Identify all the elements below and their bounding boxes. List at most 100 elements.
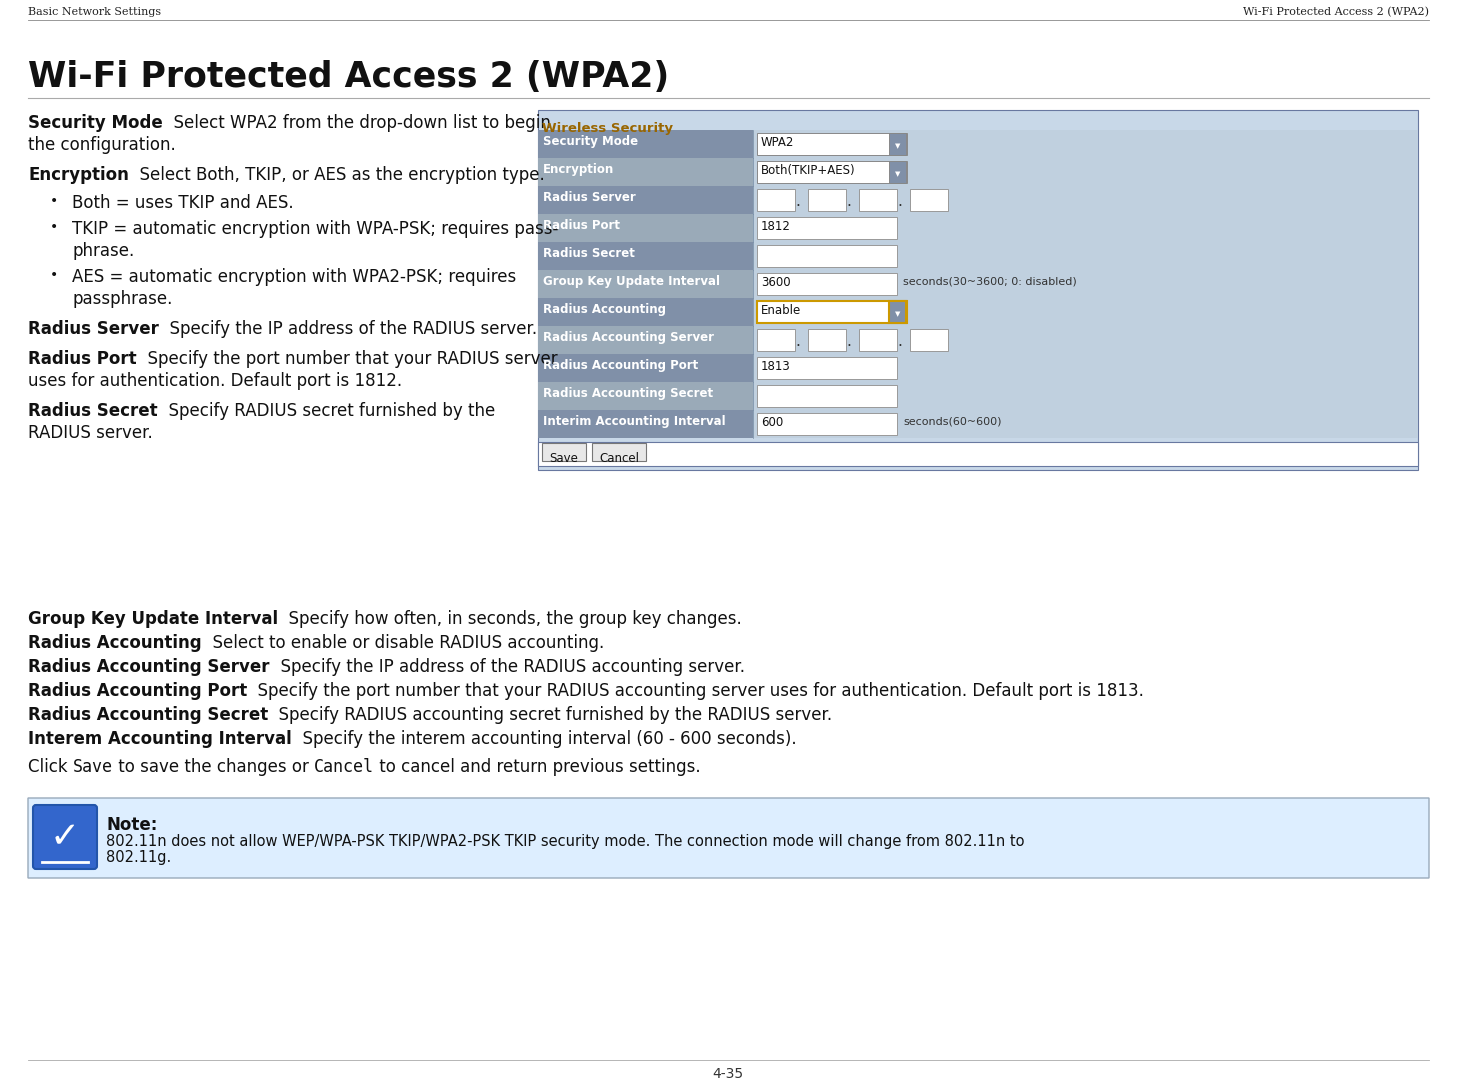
Text: Radius Accounting Port: Radius Accounting Port — [543, 359, 698, 372]
Text: ▼: ▼ — [895, 143, 900, 149]
Bar — [809, 329, 847, 351]
Bar — [758, 133, 908, 155]
Text: 4-35: 4-35 — [712, 1067, 743, 1081]
Bar — [538, 442, 1418, 466]
Bar — [753, 242, 1418, 269]
Text: Radius Server: Radius Server — [28, 320, 159, 338]
Text: Security Mode: Security Mode — [28, 113, 163, 132]
Text: Radius Port: Radius Port — [543, 219, 621, 232]
Text: Both = uses TKIP and AES.: Both = uses TKIP and AES. — [71, 194, 294, 212]
Text: ▼: ▼ — [895, 171, 900, 177]
Text: phrase.: phrase. — [71, 242, 134, 260]
Bar — [542, 443, 586, 461]
Text: Security Mode: Security Mode — [543, 135, 638, 148]
Text: Radius Accounting: Radius Accounting — [28, 634, 201, 652]
Bar — [889, 301, 906, 323]
Bar — [538, 269, 1418, 298]
Text: Basic Network Settings: Basic Network Settings — [28, 7, 162, 17]
Bar — [758, 329, 796, 351]
Text: .: . — [898, 194, 902, 209]
Bar — [911, 329, 949, 351]
Bar — [889, 133, 906, 155]
Bar — [753, 269, 1418, 298]
Bar — [592, 443, 645, 461]
Bar — [758, 161, 908, 183]
Text: Save: Save — [73, 758, 112, 776]
Bar — [538, 242, 1418, 269]
Text: passphrase.: passphrase. — [71, 290, 172, 308]
Text: Encryption: Encryption — [543, 163, 615, 176]
Text: seconds(60~600): seconds(60~600) — [903, 416, 1001, 425]
Bar — [758, 301, 908, 323]
Text: Interem Accounting Interval: Interem Accounting Interval — [28, 730, 291, 748]
Text: Radius Secret: Radius Secret — [28, 401, 157, 420]
Text: Both(TKIP+AES): Both(TKIP+AES) — [761, 164, 855, 177]
Text: Radius Accounting: Radius Accounting — [543, 303, 666, 316]
Bar — [538, 382, 1418, 410]
Text: Radius Accounting Secret: Radius Accounting Secret — [543, 387, 712, 400]
Bar — [538, 214, 1418, 242]
Bar — [538, 298, 1418, 326]
Text: Wireless Security: Wireless Security — [542, 122, 673, 135]
Text: Select WPA2 from the drop-down list to begin: Select WPA2 from the drop-down list to b… — [163, 113, 551, 132]
Bar — [758, 413, 898, 435]
Text: Radius Secret: Radius Secret — [543, 247, 635, 260]
Text: to cancel and return previous settings.: to cancel and return previous settings. — [374, 758, 701, 776]
Text: Specify the interem accounting interval (60 - 600 seconds).: Specify the interem accounting interval … — [291, 730, 797, 748]
Text: uses for authentication. Default port is 1812.: uses for authentication. Default port is… — [28, 372, 402, 389]
Text: TKIP = automatic encryption with WPA-PSK; requires pass-: TKIP = automatic encryption with WPA-PSK… — [71, 220, 558, 238]
Text: the configuration.: the configuration. — [28, 136, 176, 154]
Text: Enable: Enable — [761, 304, 801, 317]
Text: Specify RADIUS accounting secret furnished by the RADIUS server.: Specify RADIUS accounting secret furnish… — [268, 706, 832, 724]
Bar — [758, 189, 796, 211]
Text: RADIUS server.: RADIUS server. — [28, 424, 153, 442]
Bar — [758, 385, 898, 407]
Bar — [538, 410, 1418, 437]
Text: Cancel: Cancel — [315, 758, 374, 776]
Text: Select to enable or disable RADIUS accounting.: Select to enable or disable RADIUS accou… — [201, 634, 603, 652]
Text: Radius Server: Radius Server — [543, 191, 635, 204]
Bar — [860, 189, 898, 211]
Bar — [538, 185, 1418, 214]
Text: Group Key Update Interval: Group Key Update Interval — [28, 610, 278, 628]
Text: AES = automatic encryption with WPA2-PSK; requires: AES = automatic encryption with WPA2-PSK… — [71, 268, 516, 286]
Bar — [538, 110, 1418, 470]
FancyBboxPatch shape — [28, 798, 1429, 878]
Bar — [758, 357, 898, 379]
Text: Radius Accounting Server: Radius Accounting Server — [28, 658, 270, 676]
Bar — [753, 214, 1418, 242]
Text: ▼: ▼ — [895, 311, 900, 317]
FancyBboxPatch shape — [34, 805, 98, 870]
Text: .: . — [847, 335, 851, 349]
Text: .: . — [898, 335, 902, 349]
Text: Specify the IP address of the RADIUS accounting server.: Specify the IP address of the RADIUS acc… — [270, 658, 745, 676]
Text: Radius Accounting Secret: Radius Accounting Secret — [28, 706, 268, 724]
Text: Interim Accounting Interval: Interim Accounting Interval — [543, 415, 726, 428]
Text: Wi-Fi Protected Access 2 (WPA2): Wi-Fi Protected Access 2 (WPA2) — [28, 60, 669, 94]
Text: Group Key Update Interval: Group Key Update Interval — [543, 275, 720, 288]
Text: Radius Port: Radius Port — [28, 350, 137, 368]
Text: .: . — [796, 194, 800, 209]
Text: .: . — [796, 335, 800, 349]
Text: 802.11g.: 802.11g. — [106, 850, 172, 865]
Text: •: • — [50, 194, 58, 208]
Text: 1813: 1813 — [761, 360, 791, 373]
Text: ✓: ✓ — [50, 820, 80, 854]
Text: Radius Accounting Server: Radius Accounting Server — [543, 331, 714, 344]
Bar — [758, 245, 898, 267]
Bar — [860, 329, 898, 351]
Bar — [809, 189, 847, 211]
Text: to save the changes or: to save the changes or — [112, 758, 315, 776]
Bar — [889, 161, 906, 183]
Text: Select Both, TKIP, or AES as the encryption type.: Select Both, TKIP, or AES as the encrypt… — [128, 166, 545, 184]
Text: Save: Save — [549, 452, 578, 465]
Bar — [758, 273, 898, 295]
Bar — [753, 130, 1418, 158]
Text: Wi-Fi Protected Access 2 (WPA2): Wi-Fi Protected Access 2 (WPA2) — [1243, 7, 1429, 17]
Text: Specify how often, in seconds, the group key changes.: Specify how often, in seconds, the group… — [278, 610, 742, 628]
Bar — [753, 382, 1418, 410]
Bar — [538, 353, 1418, 382]
Text: •: • — [50, 268, 58, 281]
Text: seconds(30~3600; 0: disabled): seconds(30~3600; 0: disabled) — [903, 276, 1077, 286]
Bar — [753, 326, 1418, 353]
